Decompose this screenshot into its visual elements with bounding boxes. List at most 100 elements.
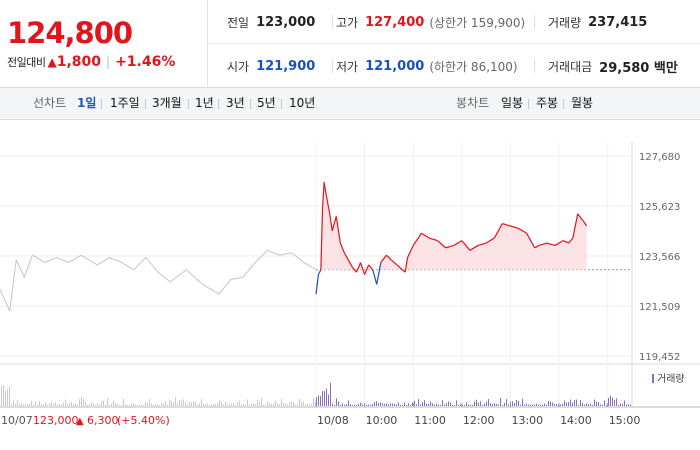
volume-bar	[83, 399, 84, 406]
candle-tab-daily[interactable]: 일봉	[501, 96, 524, 110]
volume-value: 237,415	[588, 14, 648, 30]
change-label: 전일대비	[7, 56, 46, 69]
volume-bar	[606, 404, 607, 406]
period-tab-10y[interactable]: 10년	[289, 96, 316, 110]
volume-bar	[31, 401, 32, 406]
volume-bar	[197, 404, 198, 406]
volume-bar	[291, 401, 292, 406]
volume-bar	[336, 398, 337, 406]
volume-bar	[456, 400, 457, 406]
volume-bar	[193, 401, 194, 406]
volume-bar	[512, 401, 513, 406]
volume-bar	[542, 404, 543, 406]
volume-bar	[354, 404, 355, 406]
stat-divider	[534, 59, 535, 73]
volume-bar	[346, 404, 347, 406]
volume-bar	[33, 404, 34, 406]
volume-bar	[13, 400, 14, 406]
y-tick-label: 121,509	[639, 302, 680, 313]
today-line-segment	[335, 216, 341, 244]
prev-day-caption-rate: (+5.40%)	[117, 414, 170, 427]
volume-bar	[376, 401, 377, 406]
open-value: 121,900	[256, 58, 316, 74]
volume-bar	[251, 404, 252, 406]
volume-bar	[488, 399, 489, 406]
candle-tab-monthly[interactable]: 월봉	[571, 96, 594, 110]
volume-bar	[93, 403, 94, 406]
volume-bar	[301, 401, 302, 406]
volume-bar	[614, 399, 615, 406]
period-tab-3y[interactable]: 3년	[226, 96, 245, 110]
volume-bar	[217, 402, 218, 406]
prev-day-caption-date: 10/07	[1, 414, 33, 427]
today-line-segment	[421, 232, 430, 239]
volume-bar	[382, 403, 383, 406]
volume-bar	[470, 404, 471, 406]
today-line-segment	[546, 242, 556, 247]
period-tab-5y[interactable]: 5년	[257, 96, 276, 110]
period-tab-1y[interactable]: 1년	[195, 96, 214, 110]
volume-stat: 거래량 237,415	[548, 0, 647, 44]
volume-bar	[608, 397, 609, 406]
today-line-segment	[325, 196, 331, 214]
volume-bar	[127, 404, 128, 406]
volume-bar	[556, 403, 557, 406]
volume-bar	[518, 400, 519, 406]
period-tab-3m[interactable]: 3개월	[152, 96, 182, 110]
volume-bar	[552, 402, 553, 406]
today-line-segment	[315, 274, 320, 295]
x-tick-label: 11:00	[414, 414, 446, 427]
volume-bar	[179, 400, 180, 406]
volume-bar	[145, 401, 146, 406]
volume-bar	[55, 402, 56, 406]
volume-bar	[173, 402, 174, 406]
grid	[0, 142, 632, 407]
volume-bar	[3, 385, 4, 406]
volume-bar	[9, 386, 10, 406]
today-line-segment	[323, 182, 328, 197]
today-line-segment	[429, 237, 438, 242]
period-tab-1w[interactable]: 1주일	[110, 96, 140, 110]
volume-bar	[524, 404, 525, 406]
volume-bar	[482, 404, 483, 406]
today-line-segment	[329, 213, 333, 231]
volume-bar	[430, 401, 431, 406]
volume-bar	[396, 404, 397, 406]
volume-bar	[255, 403, 256, 406]
change-divider: |	[106, 55, 111, 69]
volume-bar	[630, 404, 631, 406]
volume-bar	[49, 403, 50, 406]
volume-bar	[626, 404, 627, 406]
volume-bar	[215, 403, 216, 406]
price-chart[interactable]: 127,680 125,623 123,566 121,509 119,452 10/0…	[0, 120, 700, 450]
volume-bar	[275, 400, 276, 406]
volume-bar	[348, 400, 349, 406]
volume-bar	[520, 404, 521, 406]
volume-bar	[269, 402, 270, 406]
today-line-segment	[502, 222, 511, 227]
volume-bar	[211, 404, 212, 406]
volume-bar	[257, 399, 258, 406]
volume-bar	[584, 404, 585, 406]
today-line-segment	[372, 269, 378, 285]
volume-bar	[548, 400, 549, 406]
up-arrow-icon: ▲	[47, 55, 57, 69]
volume-bar	[293, 402, 294, 406]
x-tick-label: 14:00	[560, 414, 592, 427]
volume-bar	[117, 403, 118, 406]
today-line-segment	[582, 220, 588, 227]
y-tick-label: 123,566	[639, 252, 680, 263]
volume-bar	[191, 402, 192, 406]
volume-bar	[572, 402, 573, 406]
candle-tab-weekly[interactable]: 주봉	[536, 96, 559, 110]
volume-bar	[342, 403, 343, 406]
volume-bar	[344, 404, 345, 406]
volume-bar	[135, 404, 136, 406]
today-line-segment	[477, 242, 487, 247]
volume-bar	[390, 403, 391, 406]
period-tab-1d[interactable]: 1일	[77, 96, 97, 110]
today-line-segment	[368, 264, 374, 271]
stat-divider	[534, 15, 535, 29]
volume-bar	[490, 403, 491, 406]
volume-bar	[506, 399, 507, 406]
